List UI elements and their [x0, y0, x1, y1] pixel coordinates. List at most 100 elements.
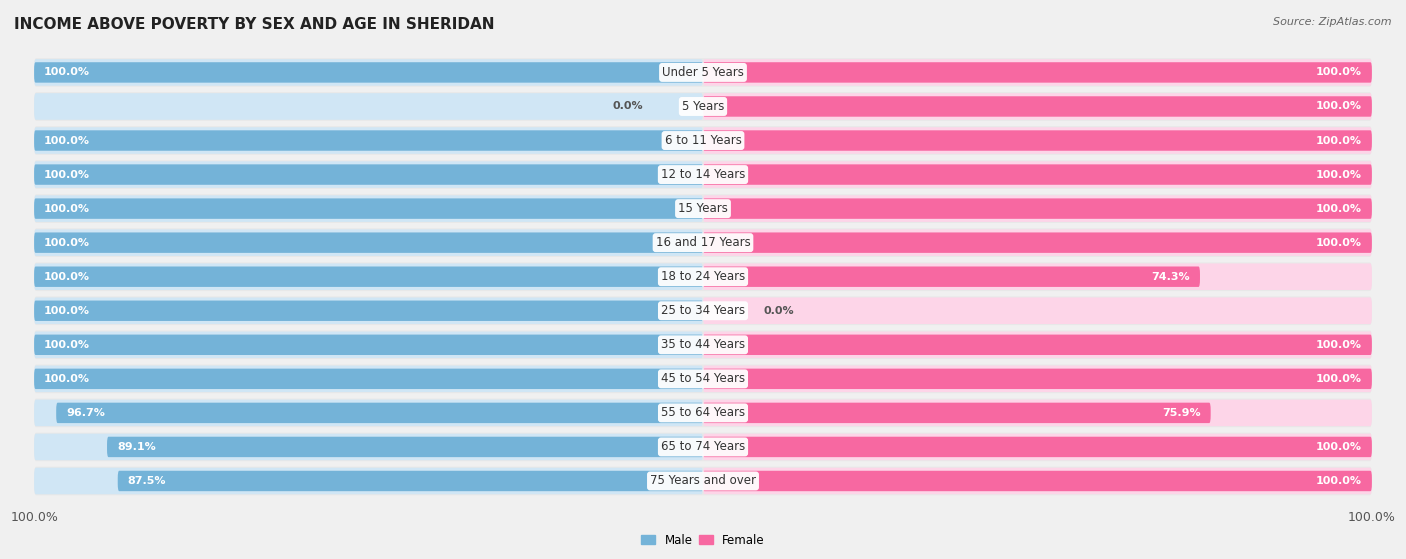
- FancyBboxPatch shape: [703, 62, 1372, 83]
- FancyBboxPatch shape: [107, 437, 703, 457]
- FancyBboxPatch shape: [703, 402, 1211, 423]
- Text: 16 and 17 Years: 16 and 17 Years: [655, 236, 751, 249]
- Text: 100.0%: 100.0%: [44, 68, 90, 78]
- FancyBboxPatch shape: [703, 471, 1372, 491]
- Text: 75 Years and over: 75 Years and over: [650, 475, 756, 487]
- FancyBboxPatch shape: [118, 471, 703, 491]
- Text: 65 to 74 Years: 65 to 74 Years: [661, 440, 745, 453]
- FancyBboxPatch shape: [34, 399, 1372, 427]
- FancyBboxPatch shape: [34, 92, 1372, 121]
- FancyBboxPatch shape: [703, 164, 1372, 185]
- FancyBboxPatch shape: [703, 195, 1372, 222]
- FancyBboxPatch shape: [34, 297, 703, 324]
- FancyBboxPatch shape: [703, 229, 1372, 256]
- FancyBboxPatch shape: [703, 297, 1372, 324]
- FancyBboxPatch shape: [703, 335, 1372, 355]
- Text: 96.7%: 96.7%: [66, 408, 105, 418]
- FancyBboxPatch shape: [703, 233, 1372, 253]
- FancyBboxPatch shape: [56, 402, 703, 423]
- FancyBboxPatch shape: [34, 331, 703, 358]
- Text: 100.0%: 100.0%: [1316, 68, 1362, 78]
- FancyBboxPatch shape: [34, 433, 1372, 461]
- FancyBboxPatch shape: [34, 58, 1372, 87]
- Text: 100.0%: 100.0%: [44, 203, 90, 214]
- Text: 100.0%: 100.0%: [44, 238, 90, 248]
- FancyBboxPatch shape: [703, 434, 1372, 460]
- FancyBboxPatch shape: [34, 160, 1372, 189]
- FancyBboxPatch shape: [703, 301, 756, 321]
- FancyBboxPatch shape: [34, 296, 1372, 325]
- Text: 100.0%: 100.0%: [1316, 476, 1362, 486]
- Text: 100.0%: 100.0%: [44, 169, 90, 179]
- Text: 45 to 54 Years: 45 to 54 Years: [661, 372, 745, 385]
- Text: 87.5%: 87.5%: [128, 476, 166, 486]
- Text: 100.0%: 100.0%: [44, 374, 90, 384]
- Text: Under 5 Years: Under 5 Years: [662, 66, 744, 79]
- FancyBboxPatch shape: [34, 130, 703, 151]
- FancyBboxPatch shape: [703, 162, 1372, 188]
- Text: 100.0%: 100.0%: [44, 135, 90, 145]
- FancyBboxPatch shape: [703, 198, 1372, 219]
- Text: 100.0%: 100.0%: [1316, 102, 1362, 111]
- Text: 75.9%: 75.9%: [1161, 408, 1201, 418]
- FancyBboxPatch shape: [34, 229, 703, 256]
- Text: 100.0%: 100.0%: [44, 272, 90, 282]
- FancyBboxPatch shape: [703, 93, 1372, 120]
- Text: 100.0%: 100.0%: [1316, 135, 1362, 145]
- FancyBboxPatch shape: [34, 434, 703, 460]
- FancyBboxPatch shape: [34, 400, 703, 426]
- Text: 100.0%: 100.0%: [1316, 374, 1362, 384]
- Text: 12 to 14 Years: 12 to 14 Years: [661, 168, 745, 181]
- FancyBboxPatch shape: [703, 96, 1372, 117]
- Text: 6 to 11 Years: 6 to 11 Years: [665, 134, 741, 147]
- FancyBboxPatch shape: [34, 262, 1372, 291]
- FancyBboxPatch shape: [703, 366, 1372, 392]
- FancyBboxPatch shape: [34, 93, 703, 120]
- FancyBboxPatch shape: [703, 59, 1372, 86]
- FancyBboxPatch shape: [34, 62, 703, 83]
- FancyBboxPatch shape: [34, 366, 703, 392]
- Text: 0.0%: 0.0%: [612, 102, 643, 111]
- Text: 100.0%: 100.0%: [1316, 169, 1362, 179]
- FancyBboxPatch shape: [34, 229, 1372, 257]
- Text: 5 Years: 5 Years: [682, 100, 724, 113]
- FancyBboxPatch shape: [34, 126, 1372, 155]
- Legend: Male, Female: Male, Female: [637, 529, 769, 552]
- FancyBboxPatch shape: [34, 467, 1372, 495]
- Text: 35 to 44 Years: 35 to 44 Years: [661, 338, 745, 351]
- Text: 25 to 34 Years: 25 to 34 Years: [661, 304, 745, 318]
- Text: 89.1%: 89.1%: [117, 442, 156, 452]
- Text: 100.0%: 100.0%: [1316, 203, 1362, 214]
- Text: 100.0%: 100.0%: [1316, 442, 1362, 452]
- Text: 18 to 24 Years: 18 to 24 Years: [661, 270, 745, 283]
- FancyBboxPatch shape: [34, 233, 703, 253]
- FancyBboxPatch shape: [34, 368, 703, 389]
- FancyBboxPatch shape: [703, 331, 1372, 358]
- Text: 15 Years: 15 Years: [678, 202, 728, 215]
- FancyBboxPatch shape: [703, 267, 1199, 287]
- FancyBboxPatch shape: [34, 59, 703, 86]
- FancyBboxPatch shape: [703, 437, 1372, 457]
- FancyBboxPatch shape: [34, 195, 703, 222]
- Text: 74.3%: 74.3%: [1152, 272, 1189, 282]
- FancyBboxPatch shape: [34, 364, 1372, 393]
- FancyBboxPatch shape: [34, 198, 703, 219]
- FancyBboxPatch shape: [650, 96, 703, 117]
- Text: Source: ZipAtlas.com: Source: ZipAtlas.com: [1274, 17, 1392, 27]
- FancyBboxPatch shape: [34, 330, 1372, 359]
- FancyBboxPatch shape: [34, 263, 703, 290]
- Text: 0.0%: 0.0%: [763, 306, 794, 316]
- FancyBboxPatch shape: [703, 400, 1372, 426]
- FancyBboxPatch shape: [34, 335, 703, 355]
- FancyBboxPatch shape: [703, 468, 1372, 494]
- FancyBboxPatch shape: [703, 368, 1372, 389]
- FancyBboxPatch shape: [34, 195, 1372, 223]
- Text: 100.0%: 100.0%: [44, 306, 90, 316]
- FancyBboxPatch shape: [34, 267, 703, 287]
- Text: 55 to 64 Years: 55 to 64 Years: [661, 406, 745, 419]
- FancyBboxPatch shape: [703, 263, 1372, 290]
- FancyBboxPatch shape: [34, 127, 703, 154]
- Text: 100.0%: 100.0%: [1316, 340, 1362, 350]
- FancyBboxPatch shape: [703, 127, 1372, 154]
- FancyBboxPatch shape: [34, 468, 703, 494]
